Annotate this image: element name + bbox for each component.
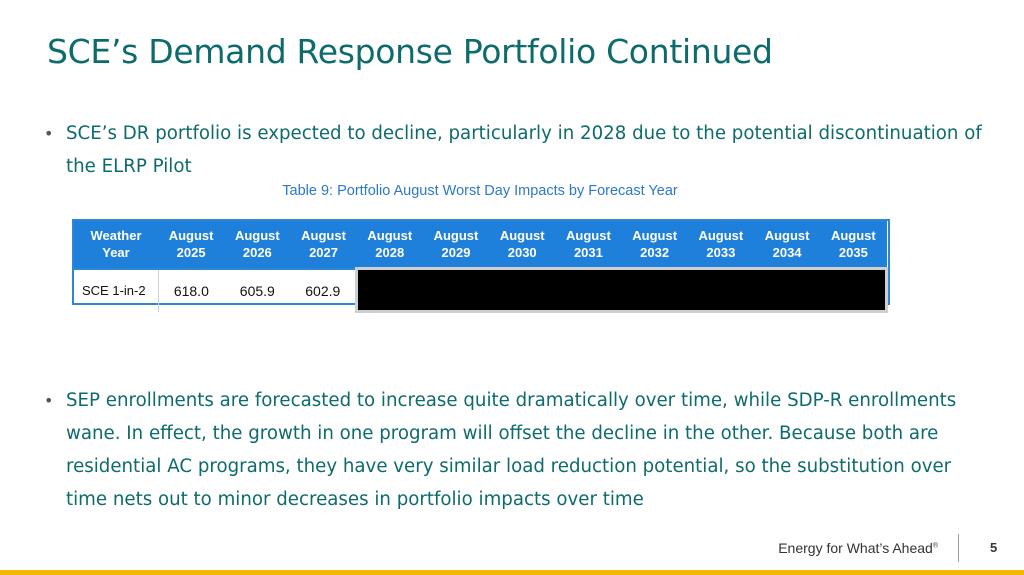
table-cell: 605.9: [224, 267, 291, 312]
header-col: August 2025: [158, 221, 225, 269]
bullet-text: SCE’s DR portfolio is expected to declin…: [66, 123, 982, 177]
header-col: August 2031: [555, 221, 622, 269]
slide-title: SCE’s Demand Response Portfolio Continue…: [47, 32, 773, 71]
bullet-marker: •: [44, 391, 54, 410]
header-col: August 2035: [820, 221, 887, 269]
header-col: August 2030: [489, 221, 556, 269]
page-number: 5: [990, 540, 998, 555]
header-col: August 2029: [422, 221, 490, 269]
footer-divider: [958, 534, 959, 562]
table-cell: 618.0: [158, 267, 225, 312]
table-cell: 602.9: [290, 267, 357, 312]
bullet-1: • SCE’s DR portfolio is expected to decl…: [44, 117, 984, 183]
accent-bar: [0, 570, 1024, 575]
forecast-table: Weather Year August 2025 August 2026 August 20…: [72, 219, 890, 313]
table-caption: Table 9: Portfolio August Worst Day Impa…: [282, 183, 678, 199]
bullet-text: SEP enrollments are forecasted to increa…: [66, 390, 957, 510]
table-header-row: Weather Year August 2025 August 2026 August 20…: [74, 221, 887, 269]
header-col: August 2032: [621, 221, 688, 269]
header-col: August 2033: [687, 221, 754, 269]
bullet-marker: •: [44, 124, 54, 143]
row-label: SCE 1-in-2: [74, 267, 159, 312]
header-col: August 2034: [753, 221, 821, 269]
header-col: August 2027: [290, 221, 357, 269]
footer-tagline: Energy for What’s Ahead®: [778, 540, 938, 556]
header-col: August 2026: [224, 221, 291, 269]
redacted-cells: [355, 267, 888, 313]
table-row: SCE 1-in-2 618.0 605.9 602.9: [74, 267, 888, 313]
header-col: August 2028: [356, 221, 423, 269]
bullet-2: • SEP enrollments are forecasted to incr…: [44, 384, 984, 516]
header-weather-year: Weather Year: [74, 221, 158, 269]
